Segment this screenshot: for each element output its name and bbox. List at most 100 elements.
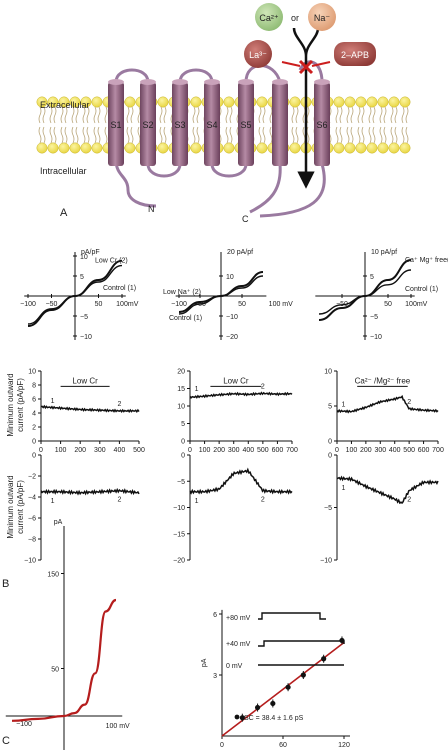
segment-s6b — [314, 79, 330, 166]
trace-x-tick-label: 200 — [74, 447, 86, 454]
panel-c-right-plot: 0 60 120 6 3 pA +80 mV +40 mV 0 mV SC = 38.4 ± 1.… — [201, 609, 350, 749]
trace-y-tick-label: 8 — [32, 383, 36, 390]
trace-annotation: Low Cr — [72, 376, 98, 385]
trace-marker-2: 2 — [117, 497, 121, 504]
iv-y-tick-label: −10 — [370, 334, 382, 341]
trace-y-tick-label: 0 — [32, 453, 36, 460]
lipid-head — [388, 96, 400, 108]
y-label-line1: Minimum outward — [6, 475, 15, 538]
lipid-tail — [225, 106, 233, 144]
iv-curve-2 — [178, 275, 264, 315]
lipid-head — [80, 142, 92, 154]
pc-right-legend: SC = 38.4 ± 1.6 pS — [244, 715, 304, 722]
segment-cap — [204, 79, 220, 85]
segment-label: S1 — [110, 120, 121, 130]
segment-cap — [140, 79, 156, 85]
iv-x-unit: mV — [417, 301, 428, 308]
trace-y-tick-label: 10 — [324, 369, 332, 376]
pc-right-y-label: pA — [201, 658, 208, 667]
pc-left-y-unit: pA — [54, 519, 63, 526]
trace-marker-2: 2 — [407, 399, 411, 406]
lipid-head — [157, 142, 169, 154]
trace-marker-1: 1 — [51, 498, 55, 505]
y-label-line2: current (pA/pF) — [16, 378, 25, 432]
lipid-head — [256, 142, 268, 154]
pc-single-channel-trace — [258, 640, 345, 647]
lipid-head — [223, 142, 235, 154]
lipid-head — [388, 142, 400, 154]
trace-y-tick-label: 0 — [181, 439, 185, 446]
segment-cap — [108, 79, 124, 85]
iv-y-tick-label: −10 — [80, 334, 92, 341]
lipid-head — [58, 96, 70, 108]
iv-plot-1: −100 −50 50 100 10 5 −5 −10 pA/pF mV Low Cr (2) Con… — [20, 249, 139, 341]
segment-cylinder — [272, 82, 288, 166]
pc-right-y-label-group: pA — [201, 658, 208, 667]
trace-line — [336, 394, 439, 414]
trace-x-tick-label: 400 — [389, 447, 401, 454]
ion-right-label: Na⁻ — [314, 13, 331, 23]
trace-y-tick-label: 15 — [177, 386, 185, 393]
trace-y-tick-label: −10 — [320, 558, 332, 565]
trace-marker-1: 1 — [195, 498, 199, 505]
lipid-head — [91, 142, 103, 154]
lipid-head — [256, 96, 268, 108]
linker-loops — [114, 64, 282, 214]
trace-y-axis-label-2: Minimum outward current (pA/pF) — [6, 475, 25, 538]
y-label-line1: Minimum outward — [6, 373, 15, 436]
trace-x-tick-label: 200 — [360, 447, 372, 454]
pc-right-data-point — [300, 672, 306, 678]
segment-s5 — [238, 79, 254, 166]
trace-marker-1: 1 — [51, 398, 55, 405]
ion-entry-arrow — [292, 27, 320, 57]
iv-y-tick-label: −5 — [370, 314, 378, 321]
trace-x-tick-label: 0 — [335, 447, 339, 454]
trace-x-tick-label: 500 — [257, 447, 269, 454]
pc-right-data-point — [270, 700, 276, 707]
lipid-head — [36, 96, 48, 108]
trace-line — [336, 475, 439, 505]
segment-cylinder — [238, 82, 254, 166]
intracellular-label: Intracellular — [40, 166, 87, 176]
iv-curve-label: Control (1) — [103, 285, 136, 292]
lipid-head — [377, 96, 389, 108]
trace-y-tick-label: 20 — [177, 369, 185, 376]
trace-y-tick-label: −20 — [173, 558, 185, 565]
pc-right-x-tick-label: 60 — [279, 742, 287, 749]
trace-y-tick-label: −8 — [28, 537, 36, 544]
trace-marker-1: 1 — [341, 402, 345, 409]
lipid-head — [58, 142, 70, 154]
iv-y-unit: pA/pF — [81, 249, 100, 256]
segment-cap — [314, 79, 330, 85]
trace-x-tick-label: 300 — [94, 447, 106, 454]
lipid-tail — [291, 106, 299, 144]
trace-line — [40, 404, 140, 413]
lipid-tail — [60, 106, 68, 144]
iv-x-unit: mV — [128, 301, 139, 308]
trace-y-tick-label: −6 — [28, 516, 36, 523]
iv-y-tick-label: −10 — [226, 314, 238, 321]
pc-left-x-unit: 100 mV — [106, 723, 130, 730]
trace-y-tick-label: −4 — [28, 495, 36, 502]
segment-s3 — [172, 79, 188, 166]
lipid-head — [124, 96, 136, 108]
segment-label: S3 — [174, 120, 185, 130]
segment-cylinder — [204, 82, 220, 166]
trace-y-tick-label: 5 — [181, 421, 185, 428]
lipid-tail — [379, 106, 387, 144]
segment-label: S5 — [240, 120, 251, 130]
pc-right-data-point — [254, 704, 261, 711]
trace-x-tick-label: 300 — [374, 447, 386, 454]
lipid-tail — [38, 106, 46, 144]
trace-annotation: Low Cr — [223, 376, 249, 385]
iv-x-tick-label: 50 — [238, 301, 246, 308]
iv-x-unit: 100 mV — [269, 301, 293, 308]
segment-s2 — [140, 79, 156, 166]
lipid-head — [355, 142, 367, 154]
trace-x-tick-label: 0 — [39, 447, 43, 454]
trace-y-tick-label: 0 — [32, 439, 36, 446]
trace-y-tick-label: 2 — [32, 425, 36, 432]
iv-y-tick-label: 5 — [370, 274, 374, 281]
blocker-right-label: 2–APB — [341, 50, 369, 60]
